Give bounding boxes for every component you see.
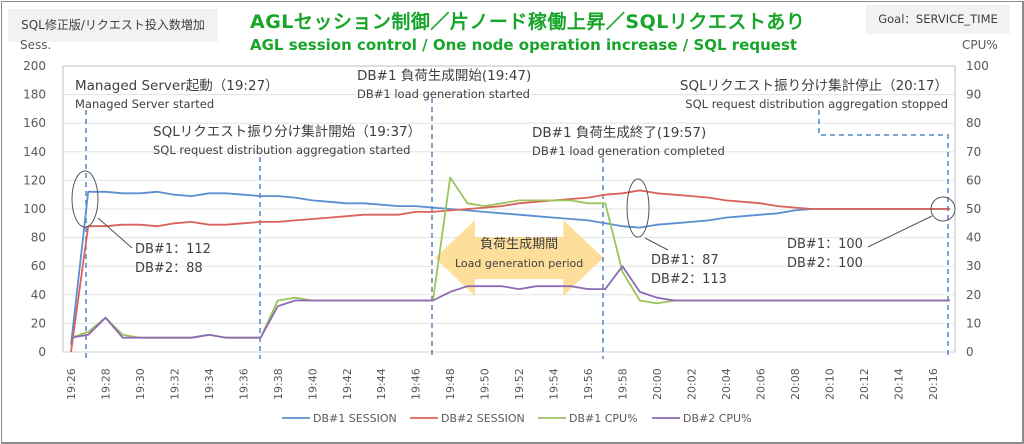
x-tick-label: 20:00 xyxy=(651,368,664,400)
x-tick-label: 19:44 xyxy=(375,368,388,400)
x-tick-label: 19:36 xyxy=(237,368,250,400)
x-tick-label: 19:26 xyxy=(65,368,78,400)
legend-label: DB#2 CPU% xyxy=(683,412,752,425)
x-tick-label: 20:04 xyxy=(720,368,733,400)
event-label-en: Managed Server started xyxy=(75,97,214,111)
x-tick-label: 20:06 xyxy=(754,368,767,400)
callout-db2: DB#2：88 xyxy=(135,261,203,276)
event-label-en: SQL request distribution aggregation sto… xyxy=(685,97,948,111)
callout-leader xyxy=(97,217,133,249)
series-lines xyxy=(70,176,950,353)
y2-tick-label: 30 xyxy=(966,259,981,273)
series-line-db-2-session xyxy=(70,189,950,353)
x-tick-label: 20:02 xyxy=(685,368,698,400)
x-tick-label: 19:46 xyxy=(410,368,423,400)
y-tick-label: 0 xyxy=(38,345,46,359)
period-label-en: Load generation period xyxy=(455,257,583,270)
x-tick-label: 20:14 xyxy=(892,368,905,400)
x-tick-label: 19:50 xyxy=(479,368,492,400)
y2-tick-label: 10 xyxy=(966,316,981,330)
y-tick-label: 120 xyxy=(23,173,46,187)
y-tick-label: 40 xyxy=(31,288,46,302)
event-label-jp: Managed Server起動（19:27） xyxy=(75,78,279,94)
y2-tick-label: 80 xyxy=(966,116,981,130)
period-label-jp: 負荷生成期間 xyxy=(480,237,558,252)
chart-title: AGLセッション制御／片ノード稼働上昇／SQLリクエストあり xyxy=(250,11,806,33)
legend-label: DB#1 SESSION xyxy=(313,412,397,425)
double-arrow-shape xyxy=(434,220,604,296)
x-tick-label: 20:16 xyxy=(927,368,940,400)
x-tick-label: 19:42 xyxy=(341,368,354,400)
callout-db1: DB#1：100 xyxy=(787,237,863,252)
value-callouts: DB#1：112 DB#2：88 DB#1：87 DB#2：113 DB#1：100 DB… xyxy=(71,170,956,287)
callout-db1: DB#1：87 xyxy=(651,253,719,268)
right-axis-title: CPU% xyxy=(962,38,998,52)
x-tick-label: 19:58 xyxy=(617,368,630,400)
x-tick-label: 19:48 xyxy=(444,368,457,400)
y-tick-label: 160 xyxy=(23,116,46,130)
y-tick-label: 80 xyxy=(31,231,46,245)
goal-tag: Goal：SERVICE_TIME xyxy=(866,5,1010,34)
x-tick-label: 19:40 xyxy=(306,368,319,400)
event-markers: Managed Server起動（19:27） Managed Server st… xyxy=(75,68,949,359)
y2-tick-label: 90 xyxy=(966,88,981,102)
y2-tick-label: 50 xyxy=(966,202,981,216)
x-tick-label: 19:54 xyxy=(548,368,561,400)
x-tick-label: 19:30 xyxy=(134,368,147,400)
callout-ellipse xyxy=(930,196,956,222)
y-tick-label: 100 xyxy=(23,202,46,216)
x-tick-label: 20:08 xyxy=(789,368,802,400)
y2-tick-label: 20 xyxy=(966,288,981,302)
series-line-db-2-cpu- xyxy=(70,265,950,339)
y-tick-label: 180 xyxy=(23,88,46,102)
event-label-jp: DB#1 負荷生成終了(19:57) xyxy=(532,125,706,141)
chart-subtitle: AGL session control / One node operation… xyxy=(250,36,798,54)
x-axis-ticks: 19:26 19:28 19:30 19:32 19:34 19:36 19:38 19:40… xyxy=(65,368,940,400)
event-line xyxy=(818,110,949,357)
callout-db2: DB#2：100 xyxy=(787,256,863,271)
callout-db1: DB#1：112 xyxy=(135,242,211,257)
x-tick-label: 19:34 xyxy=(203,368,216,400)
x-tick-label: 19:56 xyxy=(582,368,595,400)
event-label-jp: DB#1 負荷生成開始(19:47) xyxy=(357,68,531,84)
event-label-en: DB#1 load generation completed xyxy=(532,144,725,158)
callout-db2: DB#2：113 xyxy=(651,272,727,287)
left-axis-title: Sess. xyxy=(20,38,51,52)
y2-tick-label: 0 xyxy=(966,345,974,359)
y-tick-label: 60 xyxy=(31,259,46,273)
y2-tick-label: 40 xyxy=(966,231,981,245)
y2-tick-label: 60 xyxy=(966,173,981,187)
callout-leader xyxy=(644,237,669,251)
right-axis-ticks: 0 10 20 30 40 50 60 70 80 90 100 xyxy=(966,59,989,359)
x-tick-label: 19:32 xyxy=(168,368,181,400)
x-tick-label: 19:28 xyxy=(99,368,112,400)
y-tick-label: 20 xyxy=(31,316,46,330)
legend-label: DB#1 CPU% xyxy=(569,412,638,425)
event-label-en: DB#1 load generation started xyxy=(357,87,530,101)
x-tick-label: 20:12 xyxy=(858,368,871,400)
y2-tick-label: 70 xyxy=(966,145,981,159)
x-tick-label: 19:38 xyxy=(272,368,285,400)
series-line-db-1-session xyxy=(70,190,950,346)
y-tick-label: 200 xyxy=(23,59,46,73)
event-label-en: SQL request distribution aggregation sta… xyxy=(153,143,410,157)
load-period-arrow: 負荷生成期間 Load generation period xyxy=(434,220,604,296)
left-axis-ticks: 0 20 40 60 80 100 120 140 160 180 200 xyxy=(23,59,46,359)
callout-leader xyxy=(867,215,933,248)
callout-ellipse xyxy=(626,178,650,238)
x-tick-label: 19:52 xyxy=(513,368,526,400)
event-label-jp: SQLリクエスト振り分け集計開始（19:37） xyxy=(153,124,421,140)
y2-tick-label: 100 xyxy=(966,59,989,73)
callout-ellipse xyxy=(71,170,99,228)
legend: DB#1 SESSION DB#2 SESSION DB#1 CPU% DB#2 CP… xyxy=(282,412,752,425)
version-tag: SQL修正版/リクエスト投入数増加 xyxy=(8,9,218,42)
x-tick-label: 20:10 xyxy=(823,368,836,400)
y-tick-label: 140 xyxy=(23,145,46,159)
event-label-jp: SQLリクエスト振り分け集計停止（20:17） xyxy=(680,77,948,94)
legend-label: DB#2 SESSION xyxy=(441,412,525,425)
